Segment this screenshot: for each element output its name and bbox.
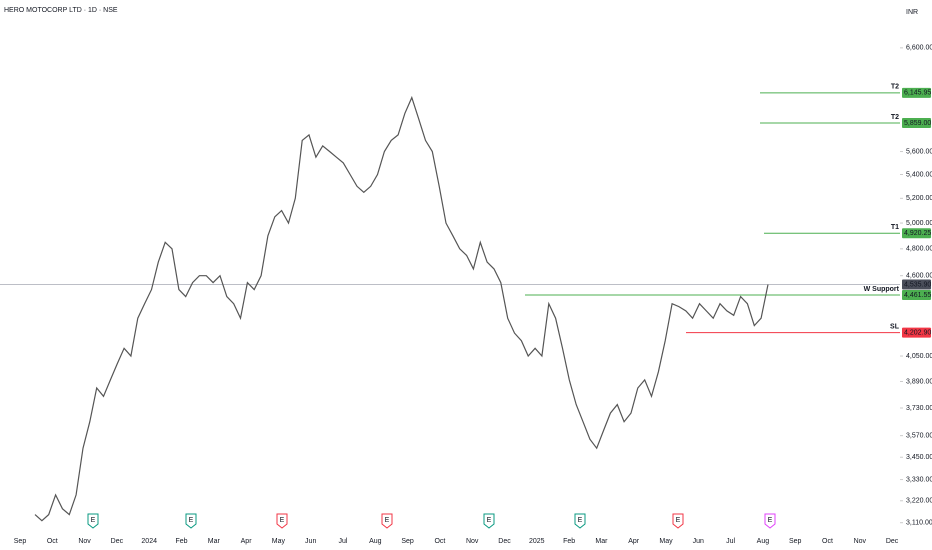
event-label: E [385, 517, 390, 524]
event-label: E [676, 517, 681, 524]
x-tick-label: Dec [886, 538, 899, 545]
event-icon [185, 513, 197, 529]
level-badge [902, 228, 931, 239]
x-tick-label: May [272, 538, 286, 545]
y-tick-label: 6,600.00 [906, 45, 932, 52]
price-label: 4,535.90 [904, 281, 931, 288]
x-tick-label: Oct [434, 538, 445, 545]
level-name: T2 [891, 114, 899, 121]
y-tick-label: 4,800.00 [906, 246, 932, 253]
y-tick-label: 4,050.00 [906, 353, 932, 360]
x-tick-label: Sep [14, 538, 27, 545]
x-tick-label: Nov [854, 538, 867, 545]
x-tick-label: Mar [595, 538, 608, 545]
event-icon [672, 513, 684, 529]
x-tick-label: 2024 [141, 538, 157, 545]
level-name: T1 [891, 224, 899, 231]
y-tick-label: 5,400.00 [906, 171, 932, 178]
level-price: 4,920.25 [904, 230, 931, 237]
x-tick-label: Feb [563, 538, 575, 545]
event-icon [381, 513, 393, 529]
event-label: E [189, 517, 194, 524]
y-tick-label: 3,330.00 [906, 476, 932, 483]
y-tick-label: 3,730.00 [906, 405, 932, 412]
level-badge [902, 289, 931, 300]
y-tick-label: 5,600.00 [906, 148, 932, 155]
x-tick-label: May [659, 538, 673, 545]
x-tick-label: Sep [401, 538, 414, 545]
price-badge [902, 279, 931, 290]
y-tick-label: 5,000.00 [906, 220, 932, 227]
level-price: 4,202.90 [904, 330, 931, 337]
x-tick-label: Aug [757, 538, 770, 545]
event-label: E [578, 517, 583, 524]
price-line [34, 95, 769, 522]
level-name: T2 [891, 84, 899, 91]
x-tick-label: Apr [241, 538, 253, 545]
level-badge [902, 327, 931, 338]
event-label: E [280, 517, 285, 524]
y-tick-label: 3,220.00 [906, 498, 932, 505]
chart-title: HERO MOTOCORP LTD · 1D · NSE [4, 7, 118, 14]
event-icon [276, 513, 288, 529]
x-tick-label: Oct [47, 538, 58, 545]
x-tick-label: Jul [726, 538, 735, 545]
x-tick-label: Dec [111, 538, 124, 545]
x-tick-label: Apr [628, 538, 640, 545]
level-badge [902, 87, 931, 98]
y-tick-label: 3,110.00 [906, 520, 932, 527]
x-tick-label: Oct [822, 538, 833, 545]
level-badge [902, 118, 931, 129]
x-tick-label: Dec [498, 538, 511, 545]
x-tick-label: 2025 [529, 538, 545, 545]
event-icon [764, 513, 776, 529]
level-name: SL [890, 324, 900, 331]
x-tick-label: Aug [369, 538, 382, 545]
y-tick-label: 5,200.00 [906, 195, 932, 202]
event-icon [574, 513, 586, 529]
event-icon [483, 513, 495, 529]
event-label: E [91, 517, 96, 524]
x-tick-label: Nov [78, 538, 91, 545]
x-tick-label: Feb [175, 538, 187, 545]
level-price: 5,859.00 [904, 120, 931, 127]
event-label: E [487, 517, 492, 524]
y-tick-label: 3,450.00 [906, 454, 932, 461]
level-name: W Support [864, 286, 900, 293]
y-tick-label: 4,600.00 [906, 273, 932, 280]
x-tick-label: Jun [305, 538, 316, 545]
y-tick-label: 3,570.00 [906, 432, 932, 439]
event-icon [87, 513, 99, 529]
level-price: 4,461.55 [904, 292, 931, 299]
x-tick-label: Nov [466, 538, 479, 545]
y-tick-label: 3,890.00 [906, 378, 932, 385]
x-tick-label: Jul [339, 538, 348, 545]
level-price: 6,145.95 [904, 90, 931, 97]
x-tick-label: Mar [208, 538, 221, 545]
currency: INR [906, 9, 918, 16]
x-tick-label: Jun [693, 538, 704, 545]
event-label: E [768, 517, 773, 524]
x-tick-label: Sep [789, 538, 802, 545]
